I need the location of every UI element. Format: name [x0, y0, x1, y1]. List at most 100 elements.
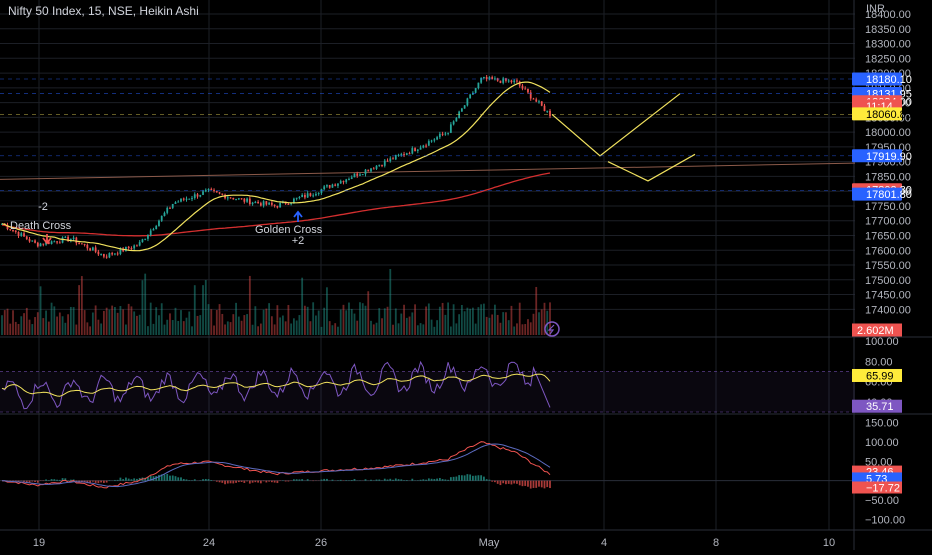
macd-histogram-bar [461, 475, 463, 480]
candle-body [241, 198, 243, 199]
price-label-text: 18180.10 [866, 74, 912, 86]
macd-histogram-bar [221, 481, 223, 483]
macd-histogram-bar [252, 481, 254, 483]
macd-histogram-bar [387, 480, 389, 481]
candle-body [301, 195, 303, 197]
macd-histogram-bar [106, 481, 108, 483]
volume-bar [81, 276, 83, 335]
candle-body [95, 247, 97, 251]
macd-histogram-bar [494, 481, 496, 483]
candle-body [246, 199, 248, 202]
volume-bar [268, 303, 270, 335]
candle-body [169, 208, 171, 209]
macd-histogram-bar [453, 477, 455, 481]
candle-body [197, 194, 199, 196]
macd-tick-label: −50.00 [865, 495, 899, 507]
candle-body [64, 237, 66, 238]
volume-bar [533, 314, 535, 335]
volume-bar [186, 318, 188, 335]
volume-bar [343, 305, 345, 335]
volume-bar [86, 322, 88, 335]
price-tick-label: 17650.00 [865, 230, 911, 242]
candle-body [466, 98, 468, 105]
macd-histogram-bar [59, 480, 61, 481]
volume-bar [351, 309, 353, 335]
rsi-value-text: 35.71 [866, 401, 894, 413]
candle-body [180, 199, 182, 202]
x-tick-label: 8 [713, 537, 719, 549]
macd-histogram-bar [345, 480, 347, 481]
macd-histogram-bar [458, 475, 460, 481]
volume-bar [131, 306, 133, 335]
candle-body [546, 111, 548, 112]
volume-bar [12, 310, 14, 335]
macd-histogram-bar [533, 481, 535, 488]
volume-bar [439, 307, 441, 335]
candle-body [131, 248, 133, 249]
volume-bar [15, 322, 17, 335]
volume-bar [348, 303, 350, 335]
volume-bar [296, 321, 298, 335]
candle-body [92, 247, 94, 250]
volume-bar [442, 303, 444, 335]
volume-bar [436, 320, 438, 335]
candle-body [351, 177, 353, 179]
candle-body [527, 89, 529, 92]
candle-body [56, 241, 58, 242]
candle-body [265, 201, 267, 204]
volume-bar [318, 311, 320, 335]
volume-bar [340, 310, 342, 335]
candle-body [345, 179, 347, 182]
volume-bar [287, 305, 289, 335]
volume-bar [20, 316, 22, 335]
volume-bar [161, 303, 163, 335]
macd-histogram-bar [378, 480, 380, 481]
volume-bar [227, 321, 229, 335]
candle-body [287, 204, 289, 205]
candle-body [389, 158, 391, 161]
death-cross-value: -2 [38, 201, 48, 213]
volume-bar [122, 309, 124, 335]
candle-body [177, 202, 179, 203]
volume-bar [312, 302, 314, 335]
volume-bar [158, 315, 160, 335]
price-label-text: 18060.85 [866, 109, 912, 121]
price-tick-label: 17600.00 [865, 245, 911, 257]
volume-bar [508, 320, 510, 335]
volume-bar [381, 318, 383, 335]
candle-body [315, 194, 317, 195]
macd-histogram-bar [527, 481, 529, 487]
macd-histogram-bar [166, 474, 168, 481]
candle-body [51, 241, 53, 244]
macd-histogram-bar [125, 478, 127, 481]
macd-histogram-bar [389, 479, 391, 481]
volume-bar [356, 321, 358, 335]
volume-bar [172, 320, 174, 335]
volume-bar [276, 305, 278, 335]
volume-bar [428, 303, 430, 335]
macd-histogram-bar [420, 480, 422, 481]
candle-body [153, 229, 155, 230]
macd-histogram-bar [323, 479, 325, 481]
candle-body [436, 137, 438, 139]
volume-bar [315, 316, 317, 335]
currency-label: INR [866, 3, 885, 15]
volume-bar [406, 318, 408, 335]
volume-bar [500, 323, 502, 335]
macd-histogram-bar [450, 477, 452, 481]
chart-title: Nifty 50 Index, 15, NSE, Heikin Ashi [8, 4, 199, 18]
volume-bar [246, 314, 248, 335]
volume-bar [453, 304, 455, 335]
macd-histogram-bar [483, 477, 485, 481]
macd-histogram-bar [246, 481, 248, 482]
volume-bar [210, 309, 212, 335]
volume-bar [450, 327, 452, 335]
candle-body [40, 244, 42, 247]
candle-body [208, 189, 210, 190]
death-cross-label: Death Cross [10, 220, 72, 232]
macd-histogram-bar [376, 480, 378, 481]
volume-bar [530, 322, 532, 335]
macd-histogram-bar [274, 481, 276, 483]
candle-body [376, 166, 378, 169]
